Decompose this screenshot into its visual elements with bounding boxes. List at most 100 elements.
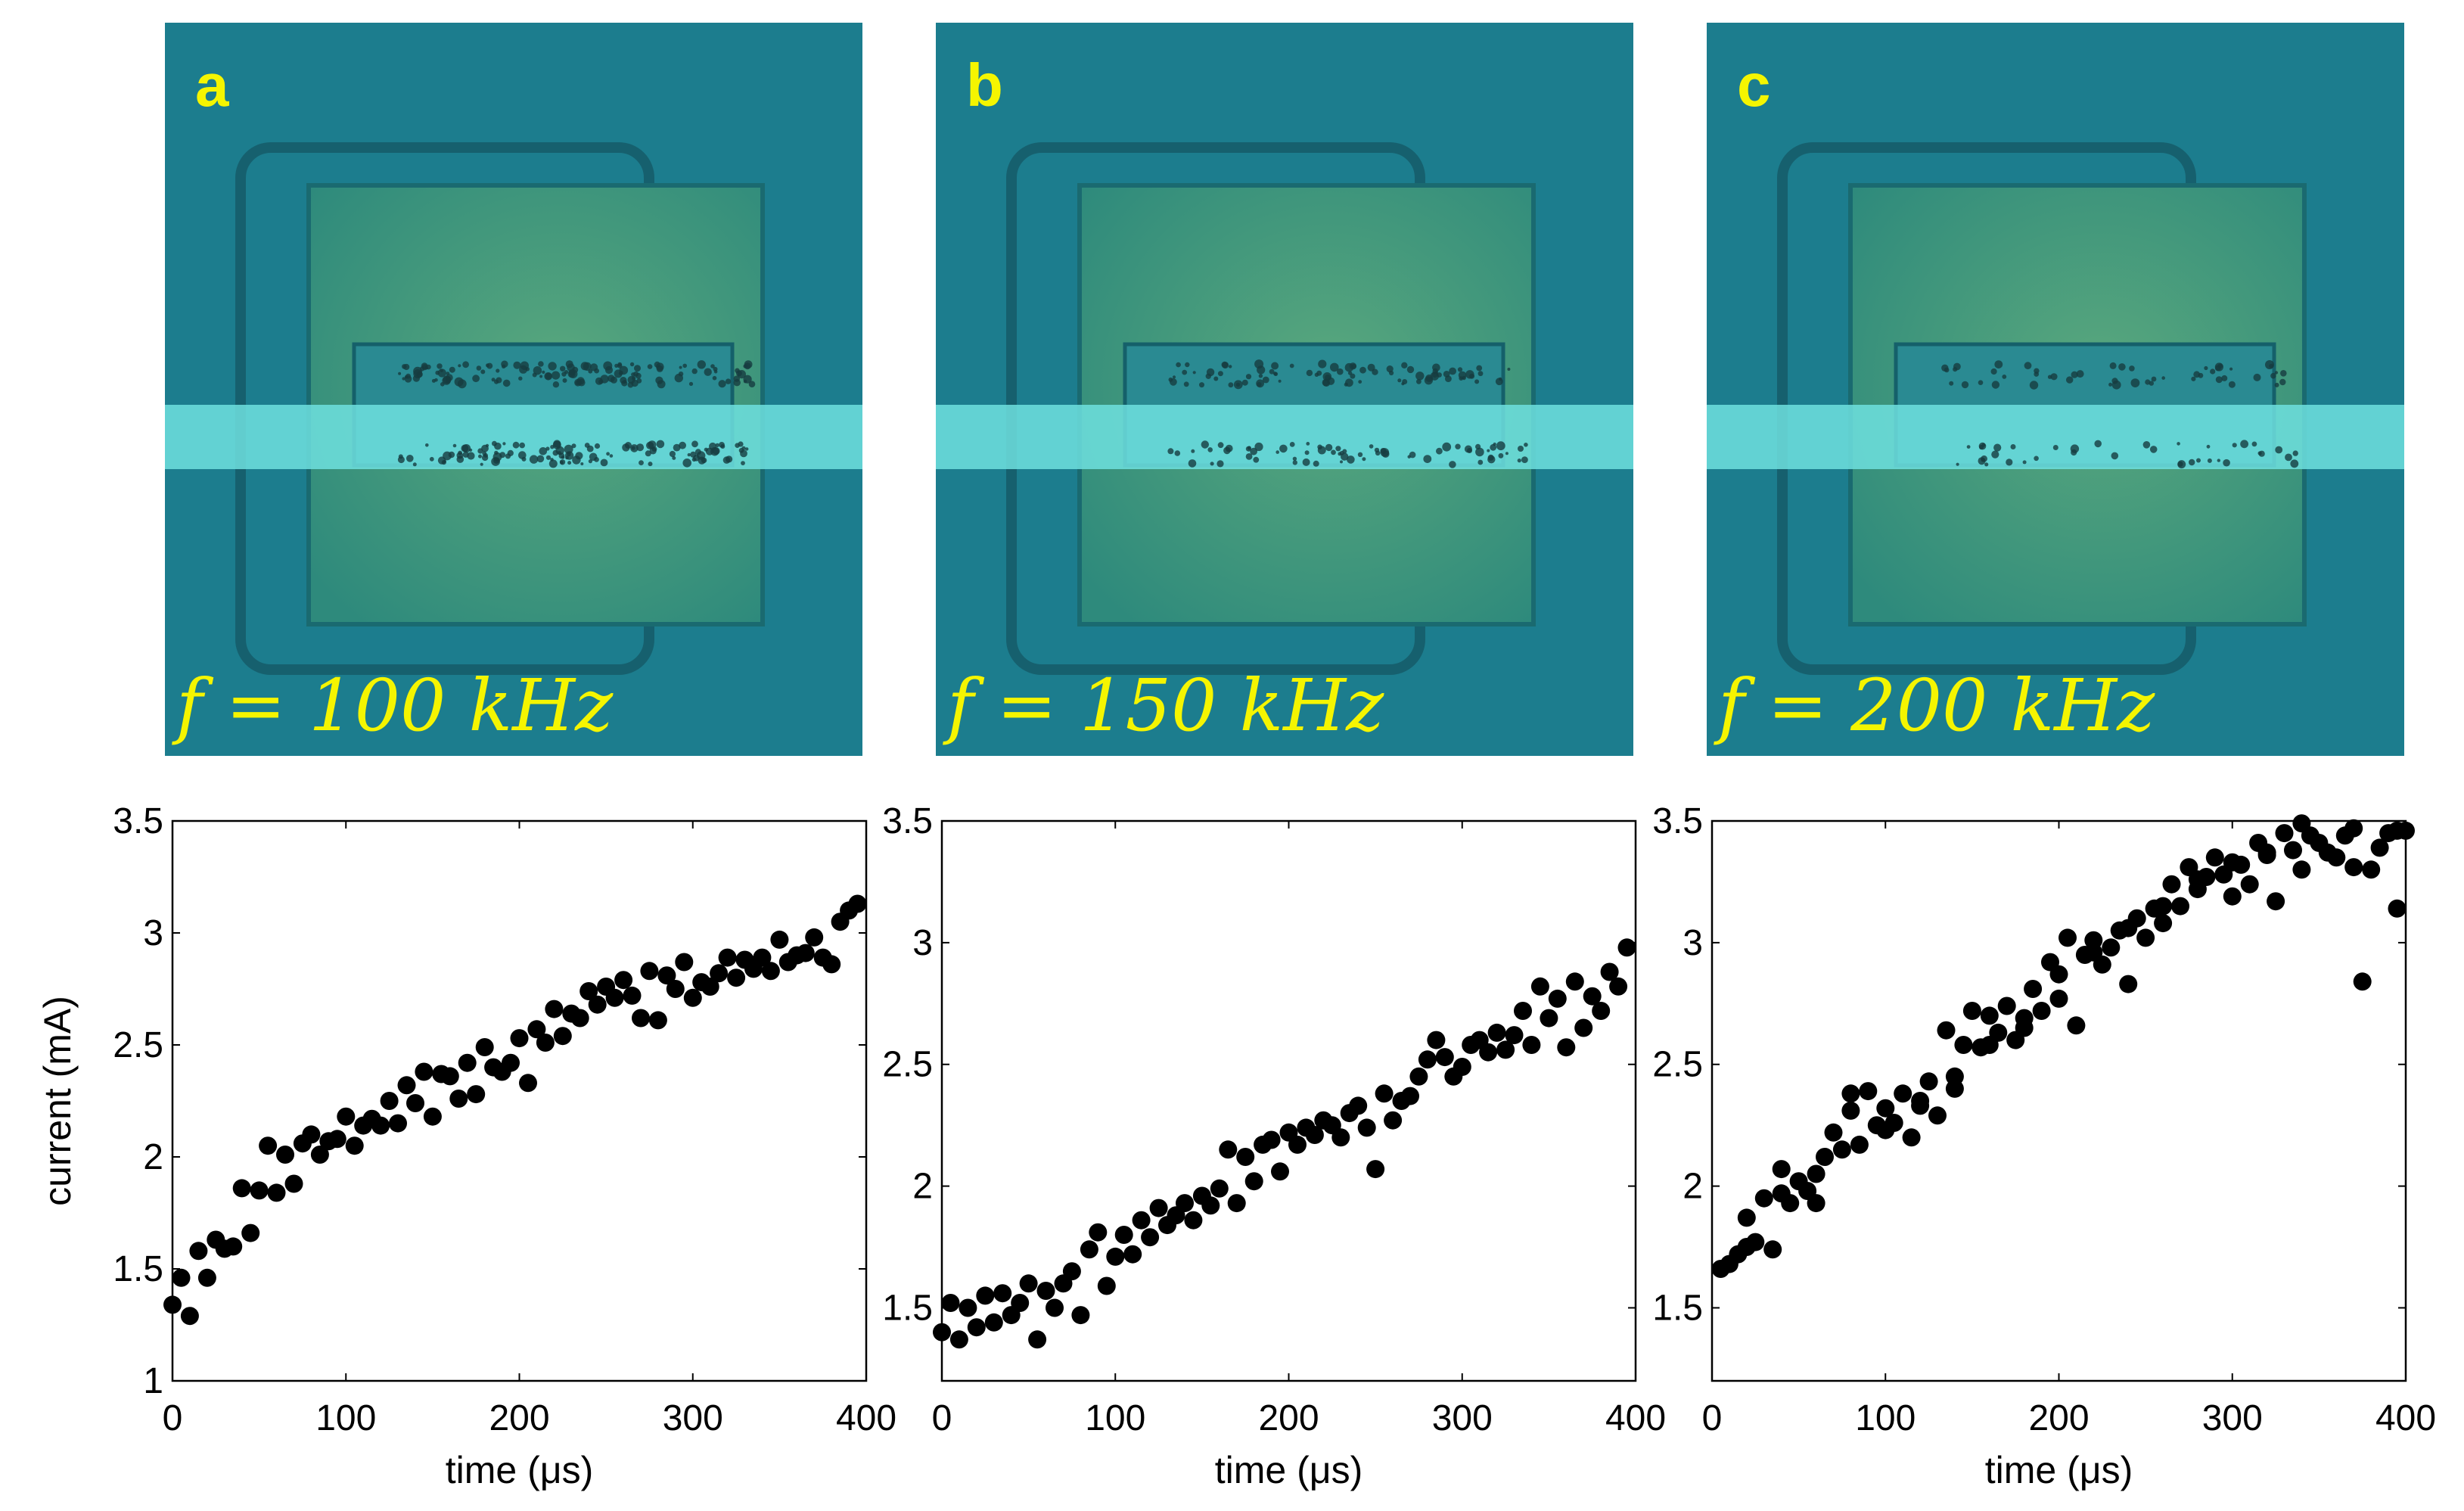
data-point [1123, 1245, 1142, 1264]
data-point [753, 948, 772, 967]
data-point [406, 1094, 424, 1112]
data-point [1262, 1130, 1281, 1149]
data-point [1962, 1002, 1981, 1020]
data-series [933, 938, 1636, 1349]
data-point [614, 971, 633, 990]
data-point [2024, 980, 2043, 998]
data-point [1028, 1330, 1047, 1349]
data-point [1487, 1023, 1506, 1042]
plot-frame [1711, 819, 2407, 1382]
y-tick-label: 3 [143, 913, 163, 953]
data-point [605, 988, 624, 1007]
data-point [1071, 1306, 1090, 1325]
data-point [553, 1027, 572, 1046]
data-point [1236, 1148, 1255, 1166]
data-point [1089, 1223, 1108, 1242]
data-point [172, 1268, 191, 1287]
data-point [1617, 938, 1636, 957]
data-point [570, 1009, 589, 1028]
microchannel [165, 405, 862, 469]
data-point [2049, 989, 2068, 1008]
data-point [1046, 1298, 1064, 1317]
data-point [2223, 887, 2242, 906]
data-point [2067, 1016, 2086, 1035]
data-point [1366, 1160, 1385, 1179]
data-point [805, 928, 824, 947]
data-point [1609, 977, 1628, 996]
x-axis-label: time (μs) [446, 1449, 593, 1491]
data-point [2171, 897, 2189, 916]
data-point [197, 1268, 216, 1287]
data-point [579, 982, 598, 1000]
data-point [1357, 1118, 1376, 1137]
data-point [1583, 987, 1602, 1006]
data-point [2284, 841, 2302, 860]
data-point [337, 1107, 356, 1126]
data-point [632, 1009, 650, 1028]
data-point [302, 1125, 321, 1144]
x-axis-label: time (μs) [1215, 1449, 1363, 1491]
data-point [1409, 1067, 1428, 1086]
data-point [2154, 914, 2173, 933]
micrograph-panel-b: b f = 150 kHz [936, 23, 1633, 756]
frequency-label: f = 100 kHz [172, 664, 614, 748]
data-point [284, 1174, 303, 1193]
data-point [976, 1286, 995, 1305]
data-point [1401, 1087, 1419, 1105]
data-point [1106, 1247, 1125, 1266]
data-point [2240, 875, 2259, 894]
data-point [1565, 972, 1584, 991]
data-point [2353, 972, 2372, 991]
y-tick-label: 2.5 [882, 1045, 933, 1085]
data-point [1841, 1101, 1860, 1120]
data-point [415, 1062, 433, 1081]
data-point [510, 1029, 529, 1048]
y-tick-label: 2 [1683, 1167, 1703, 1207]
data-point [1418, 1050, 1437, 1069]
panel-letter: b [966, 51, 1003, 119]
data-point [1479, 1043, 1498, 1062]
data-point [1980, 1036, 1999, 1054]
data-point [675, 953, 694, 972]
data-point [1557, 1038, 1576, 1057]
data-point [310, 1146, 329, 1164]
data-point [1514, 1002, 1532, 1020]
data-point [1807, 1194, 1825, 1213]
data-point [2188, 870, 2207, 889]
data-point [1062, 1262, 1081, 1281]
data-point [1937, 1021, 1956, 1040]
data-point [241, 1223, 260, 1242]
data-point [1954, 1036, 1973, 1054]
data-point [949, 1330, 968, 1349]
data-point [648, 1011, 667, 1030]
data-point [2388, 899, 2407, 918]
data-point [1505, 1026, 1524, 1045]
data-point [761, 962, 780, 981]
particle-band [397, 360, 756, 468]
data-point [1859, 1082, 1878, 1101]
data-point [993, 1284, 1012, 1303]
x-axis-label: time (μs) [1985, 1449, 2133, 1491]
data-point [848, 894, 867, 913]
data-point [467, 1085, 486, 1104]
data-point [2362, 860, 2381, 879]
data-point [822, 955, 841, 974]
data-point [1548, 989, 1567, 1008]
data-point [180, 1307, 199, 1326]
y-tick-label: 2 [143, 1137, 163, 1177]
micrograph-panel-a: a f = 100 kHz [165, 23, 862, 756]
data-point [389, 1114, 407, 1133]
data-point [224, 1237, 243, 1256]
data-point [2049, 965, 2068, 984]
data-point [2154, 897, 2173, 916]
data-point [683, 988, 702, 1007]
x-tick-label: 400 [2375, 1398, 2436, 1438]
data-point [527, 1020, 546, 1039]
data-point [2119, 975, 2138, 993]
data-point [2388, 821, 2407, 840]
x-tick-label: 200 [1258, 1398, 1319, 1438]
data-point [1592, 1002, 1611, 1020]
data-point [1737, 1238, 1756, 1256]
data-point [959, 1298, 977, 1317]
data-point [2327, 848, 2346, 867]
